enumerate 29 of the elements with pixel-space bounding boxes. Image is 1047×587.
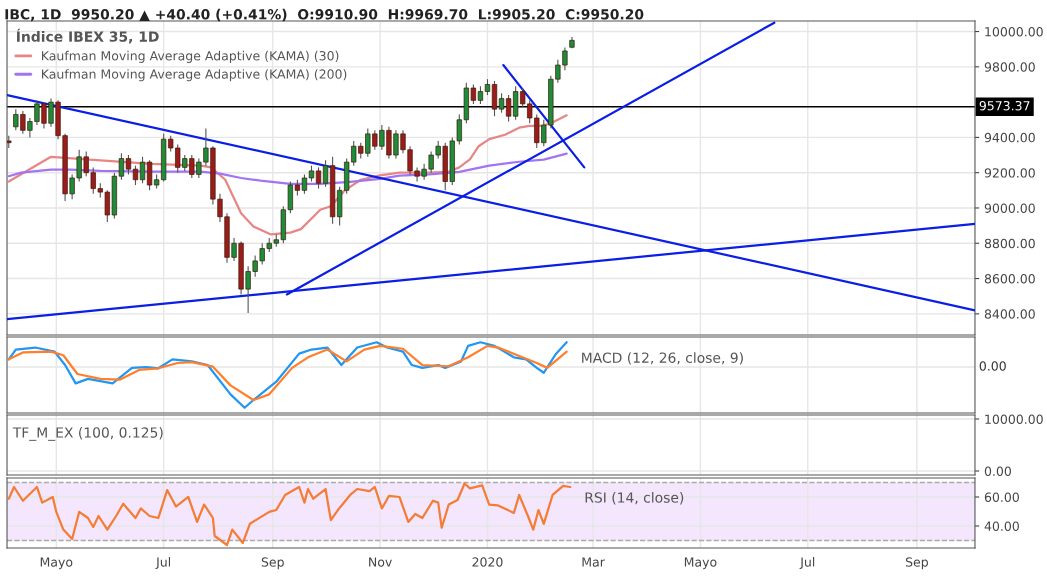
x-tick-label: Mayo [684, 557, 717, 570]
x-tick-label: Nov [369, 557, 392, 567]
text: MACD (12, 26, close, 9) [582, 352, 743, 365]
legend-title: Índice IBEX 35, 1D [17, 28, 159, 44]
legend-label: Kaufman Moving Average Adaptive (KAMA) (200) [41, 69, 347, 82]
x-tick-label: Jul [799, 557, 815, 570]
chart-title: IBC, 1D 9950.20 ▲ +40.40 (+0.41%) O:9910.90 H:9969.70 L:9905.20 C:9950.20 [5, 8, 644, 22]
y-tick-label: 10000.00 [985, 414, 1043, 424]
y-tick-label: 8800.00 [984, 238, 1035, 249]
y-tick-label: 60.00 [984, 492, 1019, 502]
text: TF_M_EX (100, 0.125) [12, 427, 163, 441]
y-tick-label: 8400.00 [984, 309, 1035, 319]
x-tick-label: 2020 [472, 557, 503, 567]
y-tick-label: 0.00 [984, 466, 1011, 476]
x-tick-label: Mar [582, 557, 605, 567]
text: RSI (14, close) [585, 492, 684, 505]
x-tick-label: Sep [905, 557, 928, 570]
y-tick-label: 10000.00 [985, 27, 1043, 37]
y-tick-label: 8600.00 [984, 274, 1035, 284]
y-tick-label: 9400.00 [984, 132, 1035, 143]
y-tick-label: 9000.00 [984, 203, 1035, 213]
y-tick-label: 9200.00 [984, 168, 1035, 178]
y-tick-label: 9800.00 [984, 62, 1035, 72]
legend-label: Kaufman Moving Average Adaptive (KAMA) (30) [41, 50, 339, 63]
y-tick-label: 40.00 [984, 521, 1019, 531]
ref-line-label: 9573.37 [979, 100, 1030, 111]
x-tick-label: Sep [261, 557, 284, 570]
x-tick-label: Jul [155, 557, 171, 570]
x-tick-label: Mayo [40, 557, 73, 570]
